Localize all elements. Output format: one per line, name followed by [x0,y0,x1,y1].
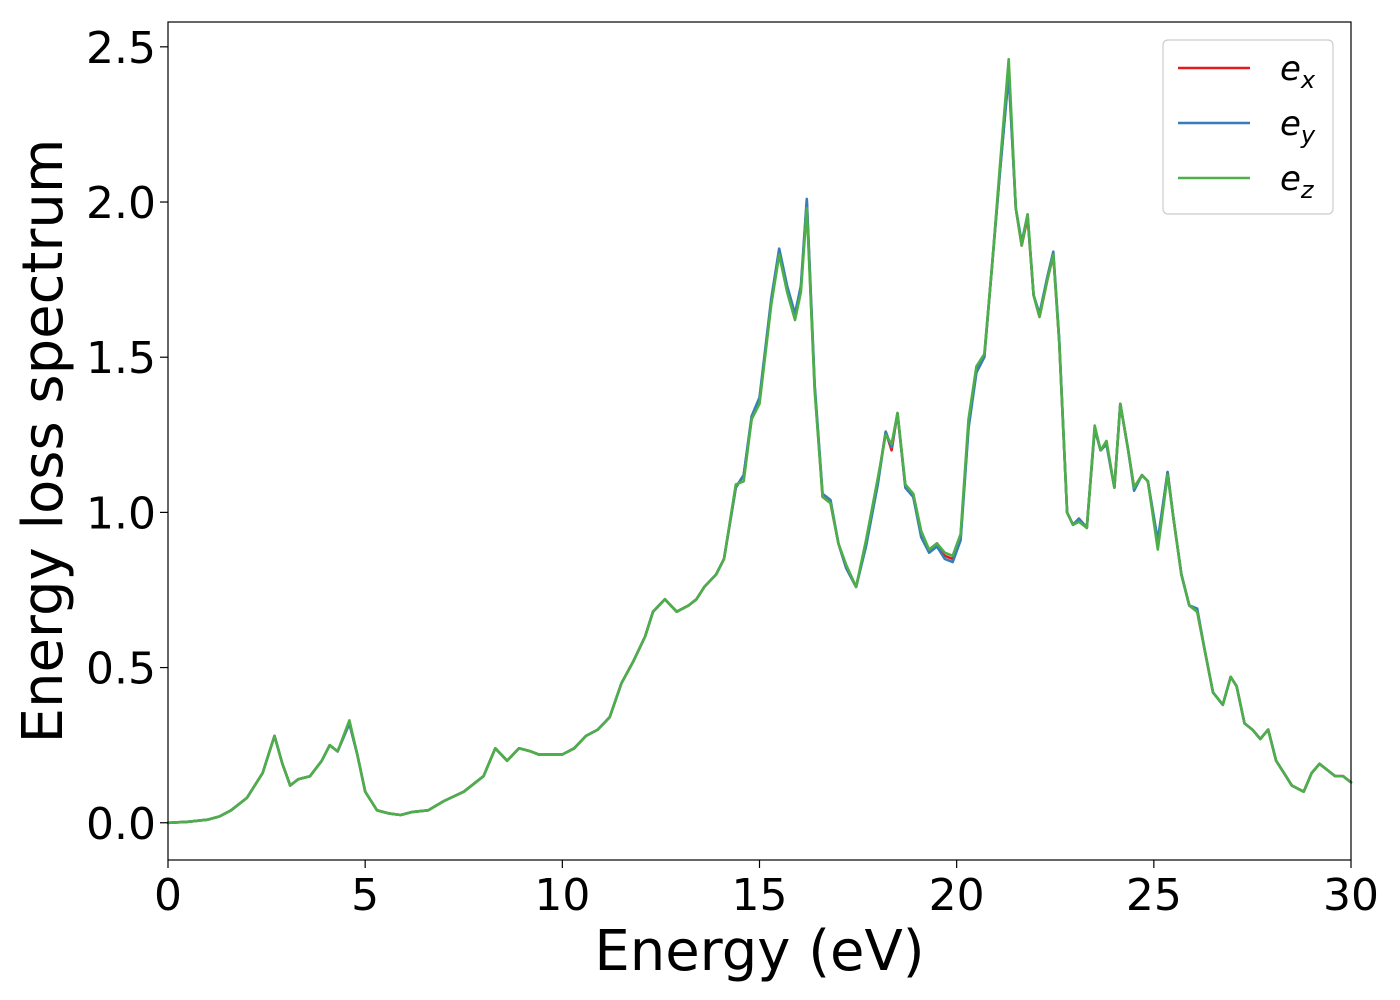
y-tick-label: 0.5 [86,644,156,695]
y-axis-label: Energy loss spectrum [11,139,76,744]
legend-label: ey [1280,104,1316,149]
x-tick-label: 25 [1126,870,1182,921]
legend-label: ex [1280,49,1316,94]
x-tick-label: 30 [1323,870,1379,921]
x-axis-label: Energy (eV) [594,919,924,984]
y-tick-label: 1.0 [86,488,156,539]
x-tick-label: 20 [929,870,985,921]
legend-label: ez [1280,159,1315,204]
y-axis: 0.0 0.5 1.0 1.5 2.0 2.5 [86,23,168,850]
x-tick-label: 15 [732,870,788,921]
legend: ex ey ez [1162,39,1334,215]
series-layer [166,57,1353,825]
y-tick-label: 2.0 [86,178,156,229]
x-tick-label: 0 [154,870,182,921]
legend-box [1162,39,1334,215]
y-tick-label: 0.0 [86,799,156,850]
y-tick-label: 1.5 [86,333,156,384]
x-tick-label: 10 [534,870,590,921]
y-tick-label: 2.5 [86,23,156,74]
series-line-e-z [166,57,1353,825]
x-axis: 0 5 10 15 20 25 30 [154,860,1379,921]
x-tick-label: 5 [351,870,379,921]
